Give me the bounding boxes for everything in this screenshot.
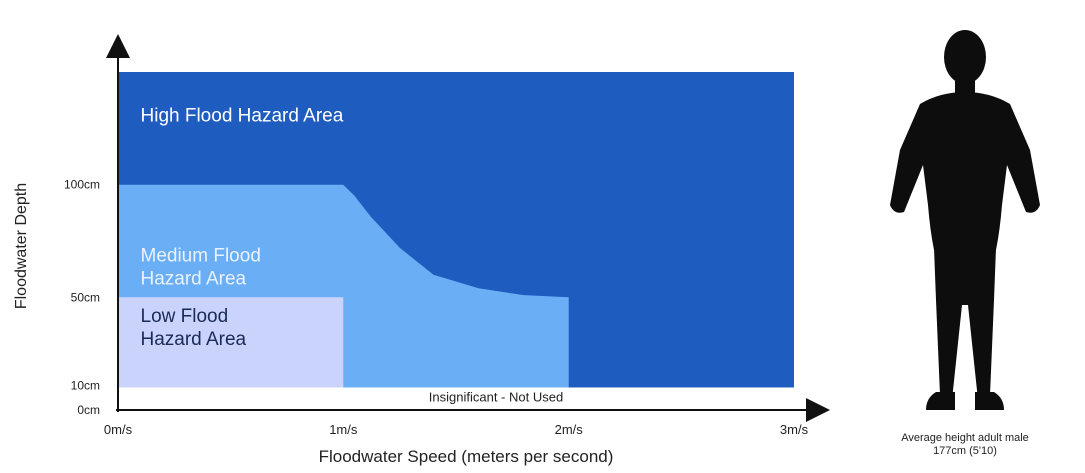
reference-caption-line1: Average height adult male bbox=[901, 432, 1029, 444]
x-tick-label: 1m/s bbox=[329, 422, 358, 437]
x-tick-label: 0m/s bbox=[104, 422, 133, 437]
x-tick-label: 2m/s bbox=[555, 422, 584, 437]
low-flood-hazard-area-label: Low Flood Hazard Area bbox=[141, 306, 247, 350]
reference-caption-line2: 177cm (5'10) bbox=[933, 445, 997, 457]
high-flood-hazard-area-label: High Flood Hazard Area bbox=[141, 106, 344, 127]
y-tick-label: 100cm bbox=[64, 178, 100, 192]
y-tick-label: 50cm bbox=[71, 290, 100, 304]
y-tick-label: 10cm bbox=[71, 379, 100, 393]
hazard-region-labels: High Flood Hazard Area Medium Flood Hazard… bbox=[141, 106, 344, 351]
person-silhouette-icon bbox=[890, 30, 1040, 410]
medium-flood-hazard-area-label: Medium Flood Hazard Area bbox=[141, 245, 261, 289]
low-flood-hazard-area-region bbox=[118, 297, 344, 388]
hazard-regions bbox=[118, 72, 794, 410]
x-tick-labels: 0m/s 1m/s 2m/s 3m/s bbox=[104, 422, 809, 437]
insignificant-band bbox=[118, 387, 794, 410]
x-axis-label: Floodwater Speed (meters per second) bbox=[319, 447, 614, 466]
y-tick-label: 0cm bbox=[77, 403, 100, 417]
insignificant-band-label: Insignificant - Not Used bbox=[429, 390, 563, 405]
y-axis-label: Floodwater Depth bbox=[13, 183, 30, 309]
x-tick-label: 3m/s bbox=[780, 422, 809, 437]
y-tick-labels: 0cm 10cm 50cm 100cm bbox=[64, 178, 100, 417]
